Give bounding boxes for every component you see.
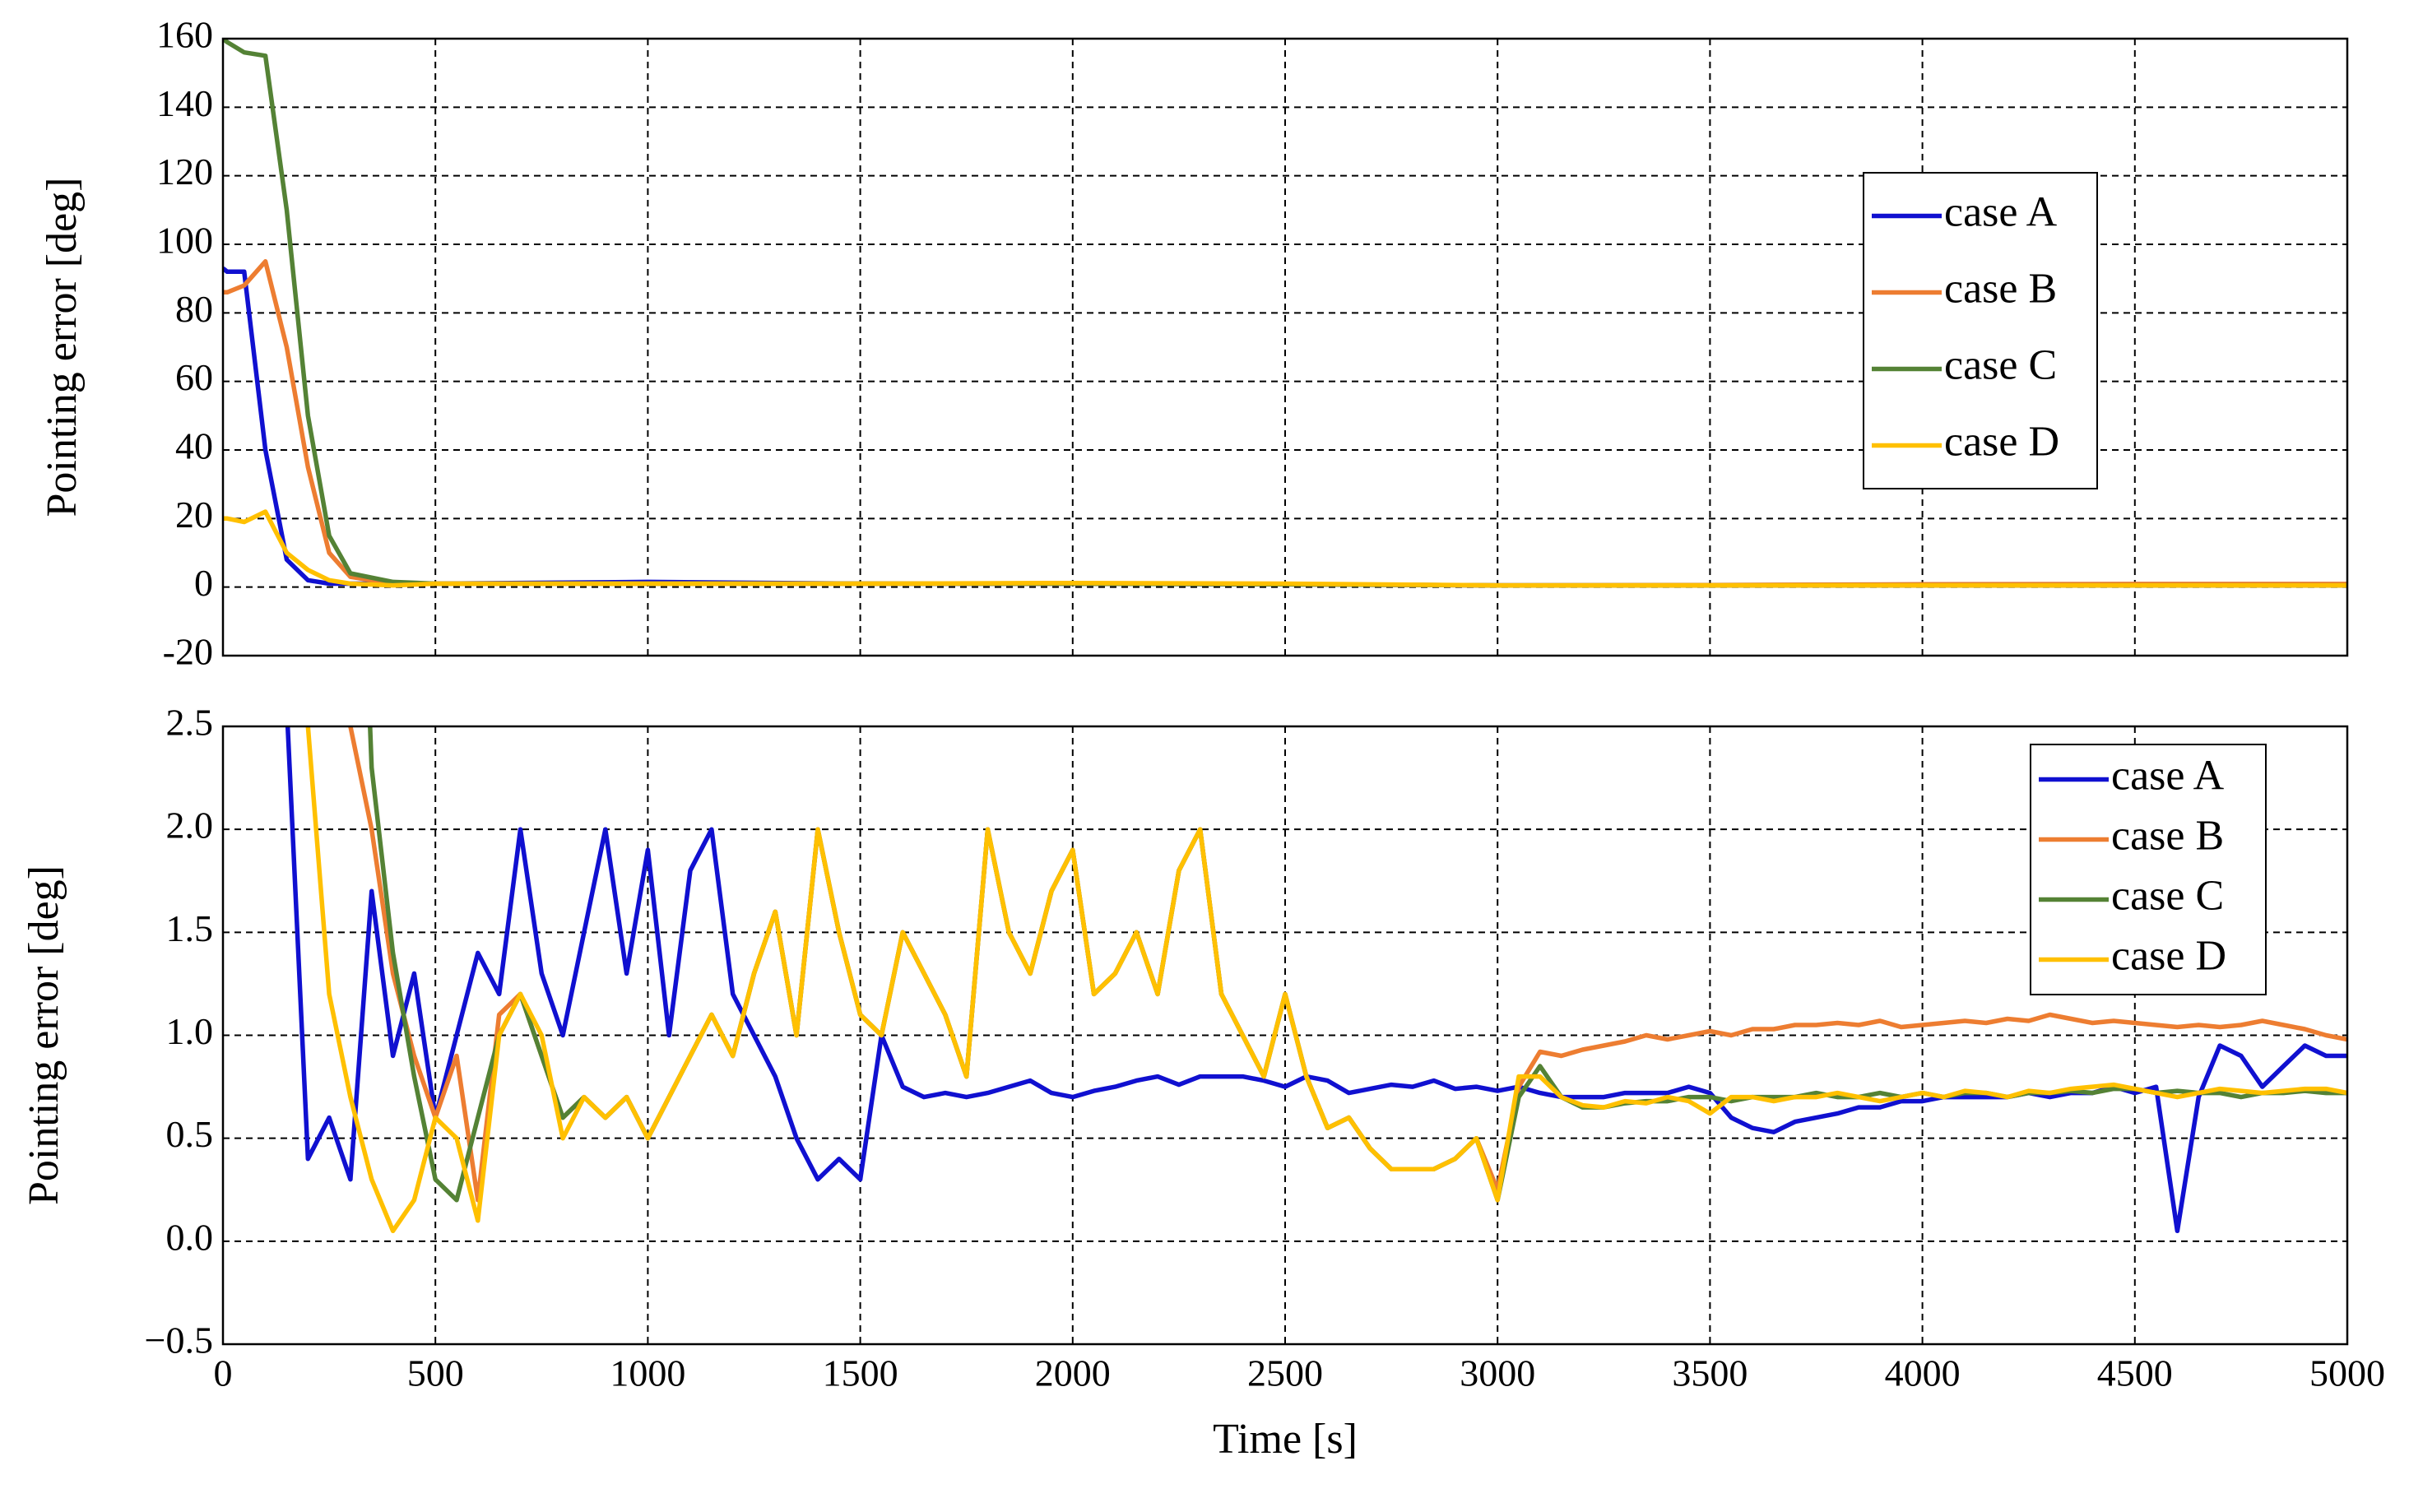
series-line: [305, 726, 2347, 1234]
legend-label: case A: [2111, 752, 2225, 799]
legend-box: [1863, 172, 2098, 489]
x-tick-label: 4500: [2097, 1352, 2173, 1394]
y-tick-label: -20: [163, 631, 213, 673]
x-axis-label: Time [s]: [1213, 1416, 1358, 1463]
y-tick-label: 160: [156, 14, 213, 56]
y-axis-label: Pointing error [deg]: [21, 865, 67, 1205]
y-tick-label: 20: [175, 494, 213, 536]
y-tick-label: 40: [175, 425, 213, 467]
y-tick-label: 2.5: [166, 702, 214, 744]
y-axis-label: Pointing error [deg]: [39, 177, 86, 517]
legend-label: case D: [1944, 418, 2059, 465]
legend-box: [2030, 744, 2267, 995]
legend: case A case B case C case D: [2030, 744, 2267, 995]
y-tick-label: 2.0: [166, 805, 214, 846]
x-tick-label: 3500: [1672, 1352, 1748, 1394]
y-tick-label: 0: [194, 562, 213, 604]
x-tick-label: 4000: [1885, 1352, 1961, 1394]
plot-frame: [221, 37, 2349, 657]
y-tick-label: 140: [156, 82, 213, 124]
legend-label: case D: [2111, 932, 2226, 979]
y-tick-label: 80: [175, 288, 213, 330]
series-line: [285, 726, 2347, 1234]
series-group: [285, 726, 2347, 1234]
series-line: [223, 509, 2347, 588]
y-tick-label: 120: [156, 151, 213, 192]
legend-label: case C: [2111, 872, 2224, 919]
plot-area: -20 0 20 40 60 80 100 120 140 160 Pointing error […: [39, 14, 2349, 673]
x-tick-label: 2500: [1247, 1352, 1323, 1394]
legend-label: case B: [2111, 812, 2224, 859]
y-tick-label: 0.0: [166, 1216, 214, 1258]
legend-label: case C: [1944, 341, 2057, 388]
x-tick-label: 3000: [1460, 1352, 1535, 1394]
series-group: [223, 39, 2347, 588]
plot-frame: [221, 725, 2349, 1346]
x-tick-label: 2000: [1035, 1352, 1111, 1394]
y-tick-label: 1.0: [166, 1010, 214, 1052]
y-tick-label: 60: [175, 356, 213, 398]
x-tick-label: 1500: [823, 1352, 898, 1394]
plot-area: −0.5 0.0 0.5 1.0 1.5 2.0 2.5 0 500 1000 1500 2000 25…: [21, 702, 2385, 1463]
legend: case A case B case C case D: [1863, 172, 2098, 489]
legend-label: case B: [1944, 265, 2057, 312]
y-tick-label: 100: [156, 220, 213, 262]
x-tick-label: 1000: [610, 1352, 685, 1394]
x-tick-label: 0: [214, 1352, 233, 1394]
y-tick-label: 0.5: [166, 1113, 214, 1155]
y-tick-label: 1.5: [166, 907, 214, 949]
y-tick-label: −0.5: [145, 1320, 213, 1361]
x-tick-label: 500: [407, 1352, 464, 1394]
legend-label: case A: [1944, 188, 2058, 235]
x-tick-label: 5000: [2309, 1352, 2385, 1394]
